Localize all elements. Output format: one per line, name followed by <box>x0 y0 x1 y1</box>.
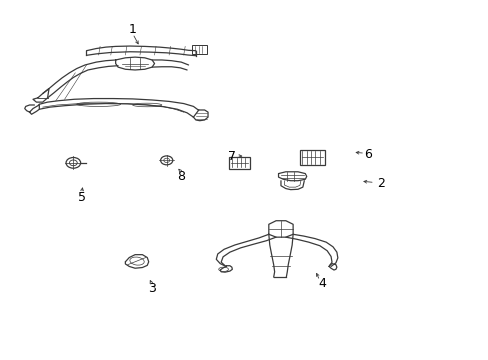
Text: 2: 2 <box>376 177 384 190</box>
Text: 8: 8 <box>177 170 185 183</box>
Text: 7: 7 <box>228 149 236 163</box>
Bar <box>299 150 325 165</box>
Bar <box>192 45 206 54</box>
Bar <box>229 157 249 169</box>
Text: 5: 5 <box>78 192 85 204</box>
Text: 4: 4 <box>318 277 325 290</box>
Text: 6: 6 <box>364 148 372 162</box>
Text: 3: 3 <box>148 283 156 296</box>
Text: 1: 1 <box>128 23 136 36</box>
